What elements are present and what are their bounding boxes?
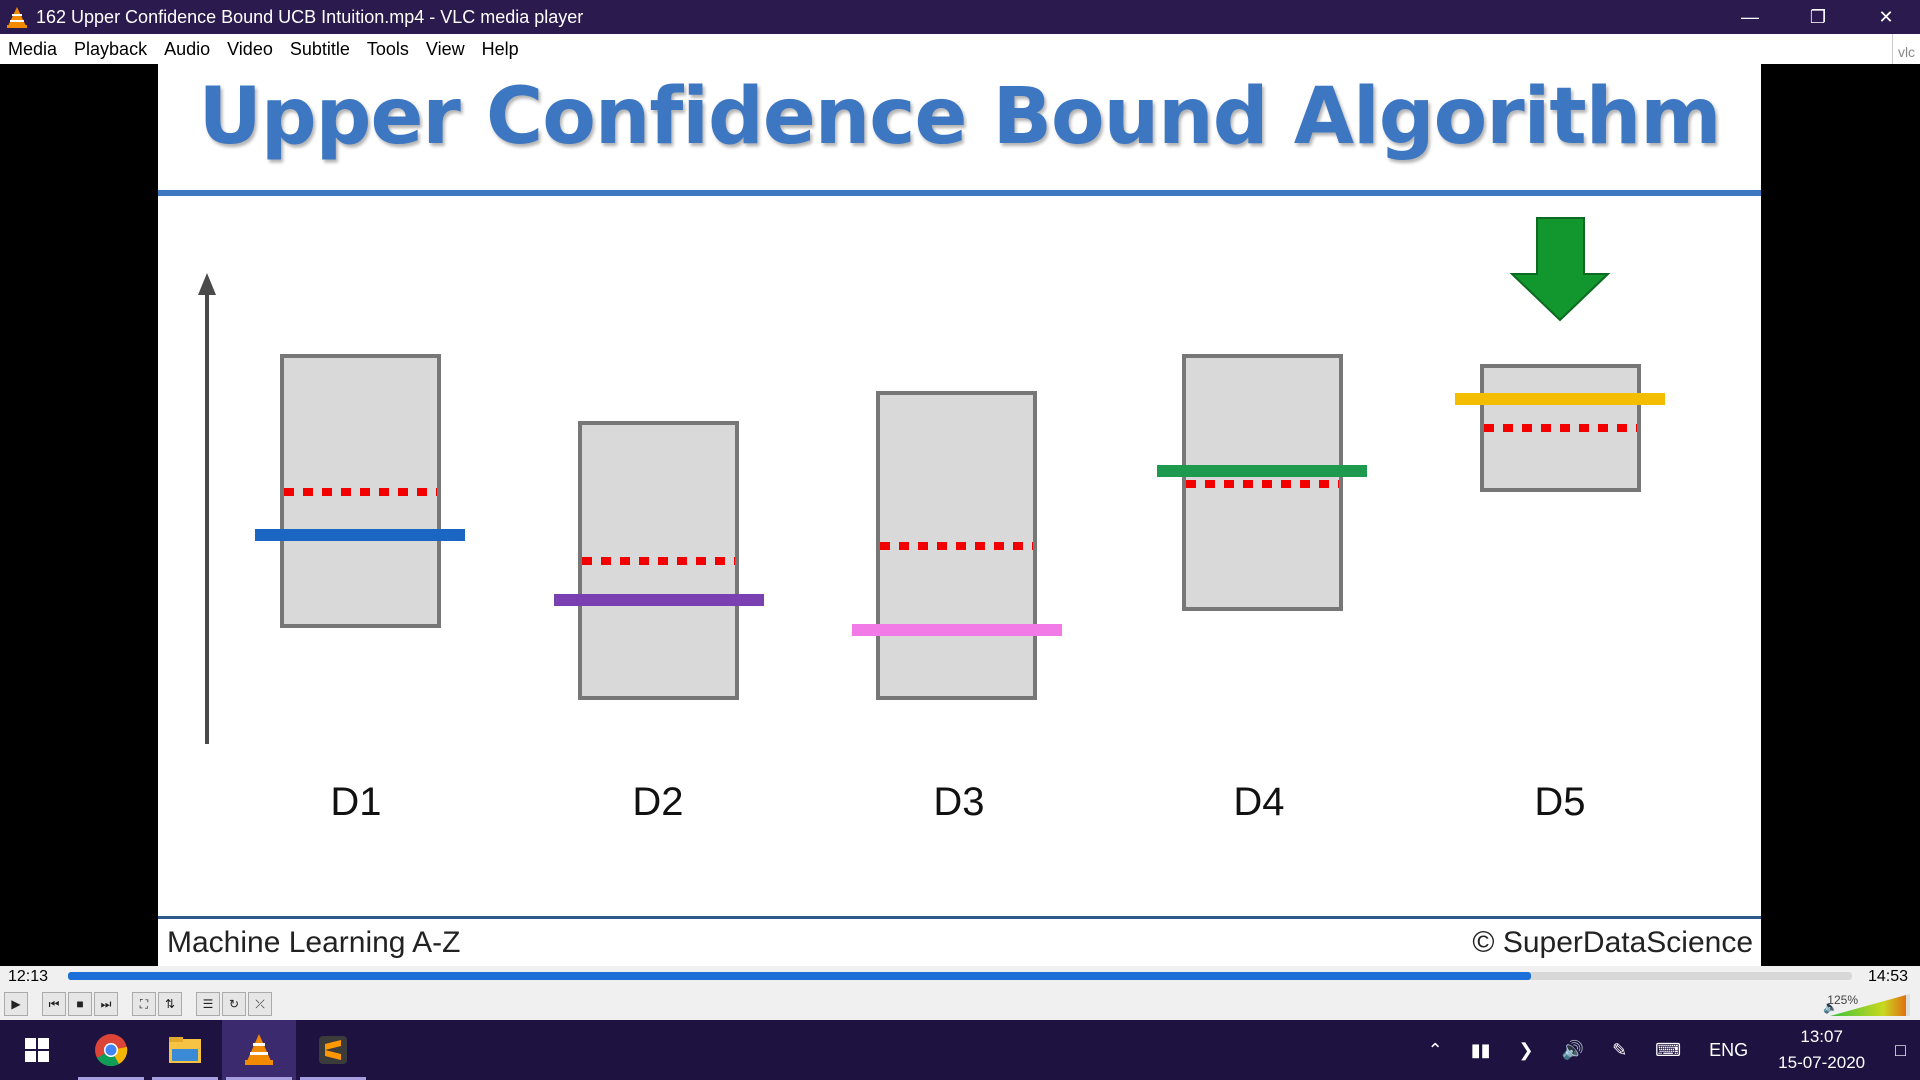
menu-playback[interactable]: Playback — [74, 38, 148, 59]
side-strip-text: vlc — [1897, 44, 1916, 60]
folder-icon — [169, 1037, 201, 1063]
ucb-diagram: D1 D2 D3 D4 D5 — [198, 217, 1665, 824]
label-d3: D3 — [933, 780, 984, 824]
taskbar: ⌃ ▮▮ ❯ 🔊 ✎ ⌨ ENG 13:07 15-07-2020 □ — [0, 1020, 1920, 1080]
slide-title: Upper Confidence Bound Algorithm — [198, 72, 1721, 162]
seek-progress — [68, 972, 1531, 980]
taskbar-sublime[interactable] — [296, 1020, 370, 1080]
chrome-icon — [95, 1034, 128, 1067]
d1-bound-line — [255, 529, 465, 541]
system-tray: ⌃ ▮▮ ❯ 🔊 ✎ ⌨ ENG 13:07 15-07-2020 □ — [1414, 1020, 1920, 1080]
fullscreen-button[interactable]: ⛶ — [132, 992, 156, 1016]
speaker-icon[interactable]: 🔈 — [1823, 1000, 1838, 1014]
taskbar-vlc[interactable] — [222, 1020, 296, 1080]
title-divider — [158, 190, 1761, 196]
menu-tools[interactable]: Tools — [366, 38, 409, 59]
next-button[interactable]: ⏭ — [94, 992, 118, 1016]
menu-view[interactable]: View — [425, 38, 465, 59]
pen-icon[interactable]: ✎ — [1612, 1039, 1628, 1060]
extended-settings-button[interactable]: ⇅ — [158, 992, 182, 1016]
title-bar: 162 Upper Confidence Bound UCB Intuition… — [0, 0, 1920, 34]
menu-help[interactable]: Help — [481, 38, 519, 59]
selection-arrow-icon — [1509, 217, 1611, 322]
clock[interactable]: 13:07 15-07-2020 — [1778, 1024, 1865, 1076]
battery-icon[interactable]: ▮▮ — [1470, 1039, 1491, 1060]
menu-subtitle[interactable]: Subtitle — [289, 38, 350, 59]
label-d5: D5 — [1534, 780, 1585, 824]
copyright: © SuperDataScience — [1472, 926, 1753, 959]
play-button[interactable]: ▶ — [4, 992, 28, 1016]
sublime-text-icon — [319, 1036, 347, 1064]
taskbar-chrome[interactable] — [74, 1020, 148, 1080]
window-title: 162 Upper Confidence Bound UCB Intuition… — [36, 6, 584, 27]
volume-icon[interactable]: 🔊 — [1561, 1039, 1585, 1060]
start-button[interactable] — [0, 1020, 74, 1080]
label-d1: D1 — [330, 780, 381, 824]
menu-bar: Media Playback Audio Video Subtitle Tool… — [0, 34, 1892, 64]
seek-bar[interactable] — [68, 972, 1852, 980]
playlist-button[interactable]: ☰ — [196, 992, 220, 1016]
language-indicator[interactable]: ENG — [1709, 1039, 1749, 1060]
video-area[interactable]: Upper Confidence Bound Algorithm — [0, 64, 1920, 966]
course-name: Machine Learning A-Z — [167, 926, 461, 959]
chevron-up-icon[interactable]: ⌃ — [1427, 1039, 1443, 1060]
d4-bound-line — [1157, 465, 1367, 477]
d2-bound-line — [554, 594, 764, 606]
volume-level: 125% — [1827, 993, 1858, 1007]
menu-video[interactable]: Video — [227, 38, 273, 59]
minimize-button[interactable]: — — [1741, 6, 1759, 27]
loop-button[interactable]: ↻ — [222, 992, 246, 1016]
control-buttons: ▶ ⏮ ■ ⏭ ⛶ ⇅ ☰ ↻ ⤫ — [4, 990, 274, 1018]
label-d2: D2 — [632, 780, 683, 824]
random-button[interactable]: ⤫ — [248, 992, 272, 1016]
taskbar-file-explorer[interactable] — [148, 1020, 222, 1080]
menu-media[interactable]: Media — [8, 38, 58, 59]
restore-button[interactable]: ❐ — [1809, 6, 1827, 27]
slide: Upper Confidence Bound Algorithm — [158, 64, 1761, 966]
footer-divider — [158, 916, 1761, 919]
d3-bound-line — [852, 624, 1062, 636]
windows-icon — [25, 1038, 49, 1062]
menu-audio[interactable]: Audio — [164, 38, 211, 59]
clock-time: 13:07 — [1800, 1027, 1843, 1046]
clock-date: 15-07-2020 — [1778, 1053, 1866, 1072]
total-time: 14:53 — [1867, 968, 1908, 985]
volume-slider[interactable] — [1830, 994, 1910, 1016]
close-button[interactable]: ✕ — [1878, 6, 1894, 27]
previous-button[interactable]: ⏮ — [42, 992, 66, 1016]
label-d4: D4 — [1233, 780, 1284, 824]
vlc-icon — [245, 1034, 273, 1065]
d5-bound-line — [1455, 393, 1665, 405]
wifi-icon[interactable]: ❯ — [1518, 1039, 1534, 1060]
axis-arrow-head — [198, 273, 216, 295]
keyboard-icon[interactable]: ⌨ — [1655, 1039, 1682, 1060]
stop-button[interactable]: ■ — [68, 992, 92, 1016]
notification-icon[interactable]: □ — [1895, 1039, 1906, 1060]
current-time: 12:13 — [8, 968, 49, 985]
player-controls: 12:13 14:53 ▶ ⏮ ■ ⏭ ⛶ ⇅ ☰ ↻ ⤫ 🔈 125% — [0, 966, 1920, 1020]
vlc-cone-icon — [7, 7, 27, 28]
